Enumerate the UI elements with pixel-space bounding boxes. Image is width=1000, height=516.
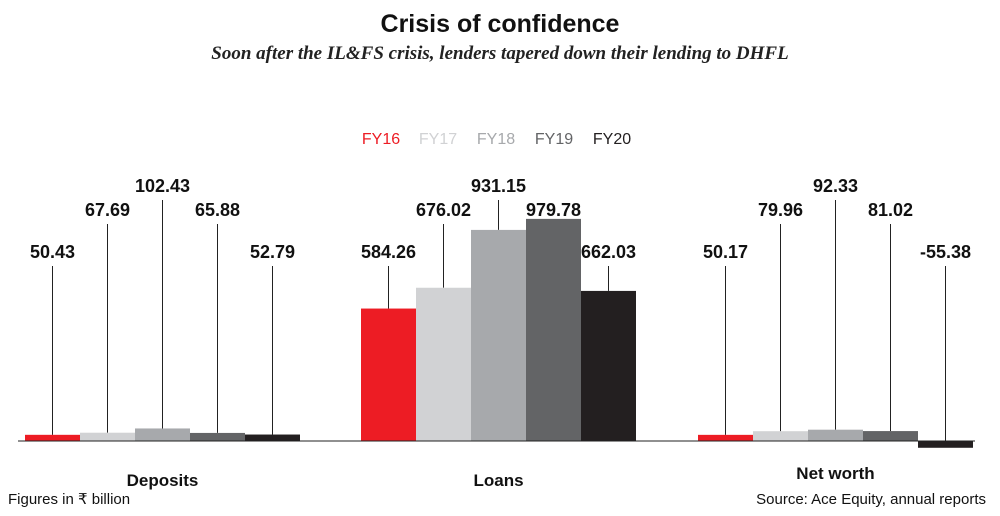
category-labels: Deposits Loans Net worth bbox=[127, 464, 875, 490]
bar-deposits-fy18 bbox=[135, 428, 190, 441]
value-label-deposits-fy18: 102.43 bbox=[135, 176, 190, 196]
value-label-deposits-fy17: 67.69 bbox=[85, 200, 130, 220]
value-label-deposits-fy20: 52.79 bbox=[250, 242, 295, 262]
value-label-net-worth-fy19: 81.02 bbox=[868, 200, 913, 220]
chart-subtitle: Soon after the IL&FS crisis, lenders tap… bbox=[211, 43, 788, 64]
value-label-deposits-fy19: 65.88 bbox=[195, 200, 240, 220]
bar-deposits-fy20 bbox=[245, 434, 300, 441]
bar-deposits-fy19 bbox=[190, 432, 245, 441]
value-label-loans-fy18: 931.15 bbox=[471, 176, 526, 196]
legend-fy16: FY16 bbox=[362, 131, 400, 148]
chart-title: Crisis of confidence bbox=[381, 10, 620, 38]
legend: FY16 FY17 FY18 FY19 FY20 bbox=[362, 131, 631, 148]
bar-deposits-fy16 bbox=[25, 434, 80, 441]
bar-net-worth-fy19 bbox=[863, 431, 918, 441]
bars bbox=[25, 218, 973, 448]
value-label-net-worth-fy16: 50.17 bbox=[703, 242, 748, 262]
bar-net-worth-fy16 bbox=[698, 434, 753, 441]
legend-fy18: FY18 bbox=[477, 131, 515, 148]
bar-net-worth-fy20 bbox=[918, 441, 973, 448]
units-note: Figures in ₹ billion bbox=[8, 491, 130, 508]
leader-lines bbox=[52, 200, 946, 441]
bar-loans-fy18 bbox=[471, 229, 526, 441]
source-note: Source: Ace Equity, annual reports bbox=[756, 491, 986, 508]
value-label-deposits-fy16: 50.43 bbox=[30, 242, 75, 262]
category-label-deposits: Deposits bbox=[127, 471, 199, 490]
bar-loans-fy19 bbox=[526, 218, 581, 441]
bar-loans-fy17 bbox=[416, 287, 471, 441]
bar-net-worth-fy18 bbox=[808, 429, 863, 441]
bar-loans-fy20 bbox=[581, 290, 636, 441]
value-label-net-worth-fy20: -55.38 bbox=[920, 242, 971, 262]
legend-fy19: FY19 bbox=[535, 131, 573, 148]
bar-net-worth-fy17 bbox=[753, 431, 808, 441]
value-label-loans-fy16: 584.26 bbox=[361, 242, 416, 262]
value-label-loans-fy20: 662.03 bbox=[581, 242, 636, 262]
value-label-loans-fy17: 676.02 bbox=[416, 200, 471, 220]
category-label-net-worth: Net worth bbox=[796, 464, 874, 483]
value-label-net-worth-fy18: 92.33 bbox=[813, 176, 858, 196]
category-label-loans: Loans bbox=[473, 471, 523, 490]
value-label-net-worth-fy17: 79.96 bbox=[758, 200, 803, 220]
bar-deposits-fy17 bbox=[80, 432, 135, 441]
legend-fy20: FY20 bbox=[593, 131, 631, 148]
bar-loans-fy16 bbox=[361, 308, 416, 441]
value-label-loans-fy19: 979.78 bbox=[526, 200, 581, 220]
legend-fy17: FY17 bbox=[419, 131, 457, 148]
